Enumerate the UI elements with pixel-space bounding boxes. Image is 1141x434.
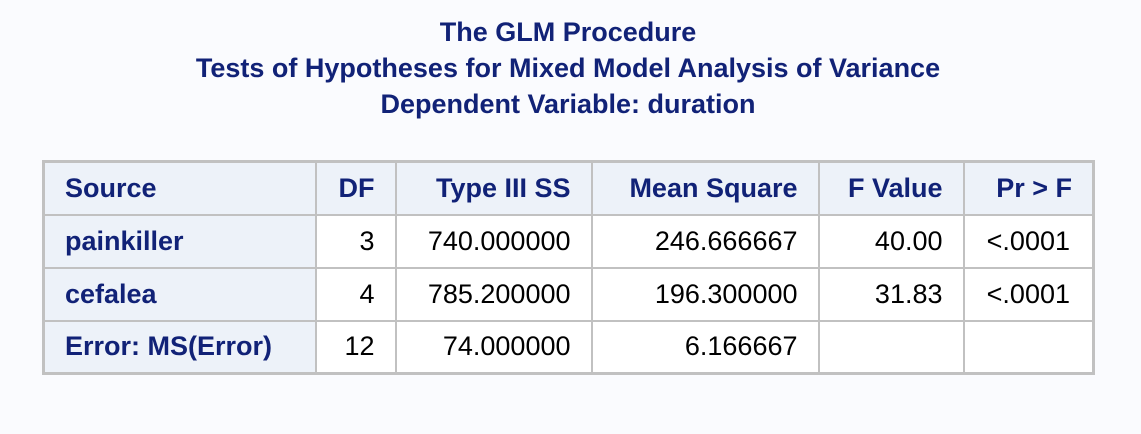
row-header-source: painkiller bbox=[42, 213, 317, 269]
col-header-f-value: F Value bbox=[817, 160, 965, 216]
cell-type3ss: 740.000000 bbox=[394, 213, 593, 269]
analysis-title: Tests of Hypotheses for Mixed Model Anal… bbox=[195, 53, 941, 83]
cell-f-value: 40.00 bbox=[817, 213, 965, 269]
table-row: painkiller 3 740.000000 246.666667 40.00… bbox=[42, 213, 1095, 269]
col-header-pr-f: Pr > F bbox=[962, 160, 1095, 216]
cell-df: 3 bbox=[314, 213, 397, 269]
cell-f-value bbox=[817, 319, 965, 375]
table-row: cefalea 4 785.200000 196.300000 31.83 <.… bbox=[42, 266, 1095, 322]
table-row: Error: MS(Error) 12 74.000000 6.166667 bbox=[42, 319, 1095, 375]
cell-type3ss: 74.000000 bbox=[394, 319, 593, 375]
cell-type3ss: 785.200000 bbox=[394, 266, 593, 322]
row-header-source: cefalea bbox=[42, 266, 317, 322]
cell-pr-f bbox=[962, 319, 1095, 375]
col-header-type3ss: Type III SS bbox=[394, 160, 593, 216]
row-header-source: Error: MS(Error) bbox=[42, 319, 317, 375]
hypothesis-tests-table: Source DF Type III SS Mean Square F Valu… bbox=[42, 160, 1095, 375]
col-header-df: DF bbox=[314, 160, 397, 216]
cell-df: 4 bbox=[314, 266, 397, 322]
cell-mean-square: 196.300000 bbox=[590, 266, 820, 322]
cell-df: 12 bbox=[314, 319, 397, 375]
dependent-variable-title: Dependent Variable: duration bbox=[380, 89, 756, 119]
cell-mean-square: 6.166667 bbox=[590, 319, 820, 375]
col-header-source: Source bbox=[42, 160, 317, 216]
cell-pr-f: <.0001 bbox=[962, 213, 1095, 269]
header-row: Source DF Type III SS Mean Square F Valu… bbox=[42, 160, 1095, 216]
col-header-mean-square: Mean Square bbox=[590, 160, 820, 216]
title-block: The GLM Procedure Tests of Hypotheses fo… bbox=[0, 14, 1136, 122]
cell-mean-square: 246.666667 bbox=[590, 213, 820, 269]
procedure-title: The GLM Procedure bbox=[439, 17, 697, 47]
cell-pr-f: <.0001 bbox=[962, 266, 1095, 322]
cell-f-value: 31.83 bbox=[817, 266, 965, 322]
